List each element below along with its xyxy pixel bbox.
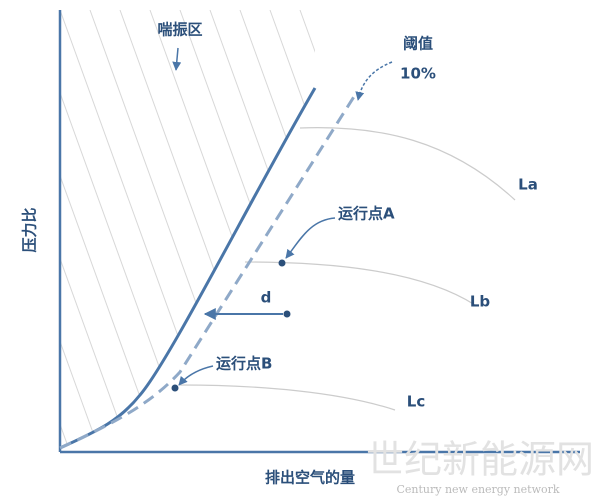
hatch-line	[269, 10, 315, 448]
distance-label: d	[261, 289, 272, 307]
point-a	[278, 259, 286, 267]
speed-line-label: La	[518, 176, 538, 194]
surge-hatch	[0, 10, 315, 452]
hatch-line	[239, 10, 315, 448]
arrow	[355, 61, 393, 101]
point-a-label: 运行点A	[338, 205, 395, 223]
hatch-line	[60, 10, 101, 448]
speed-line	[179, 384, 396, 411]
hatch-line	[60, 10, 161, 448]
threshold-value: 10%	[400, 65, 436, 83]
hatch-line	[60, 10, 131, 448]
arrow	[178, 365, 214, 386]
speed-line	[299, 127, 516, 201]
speed-line	[244, 261, 476, 306]
threshold-label: 阈值	[403, 35, 433, 53]
arrow	[285, 217, 336, 259]
point-b	[171, 384, 179, 392]
surge-zone-label: 喘振区	[157, 21, 202, 39]
arrow	[172, 47, 182, 71]
threshold-line	[59, 94, 357, 450]
surge-line	[59, 87, 317, 450]
point	[283, 310, 291, 318]
watermark: 世纪新能源网	[366, 438, 594, 482]
watermark-subtitle: Century new energy network	[396, 483, 559, 496]
speed-line-label: Lc	[407, 393, 425, 411]
x-axis-label: 排出空气的量	[265, 469, 355, 487]
hatch-line	[299, 10, 315, 448]
speed-line-label: Lb	[470, 293, 491, 311]
point-b-label: 运行点B	[216, 355, 272, 373]
hatch-line	[60, 10, 221, 448]
hatch-line	[0, 10, 10, 452]
y-axis-label: 压力比	[21, 207, 39, 252]
